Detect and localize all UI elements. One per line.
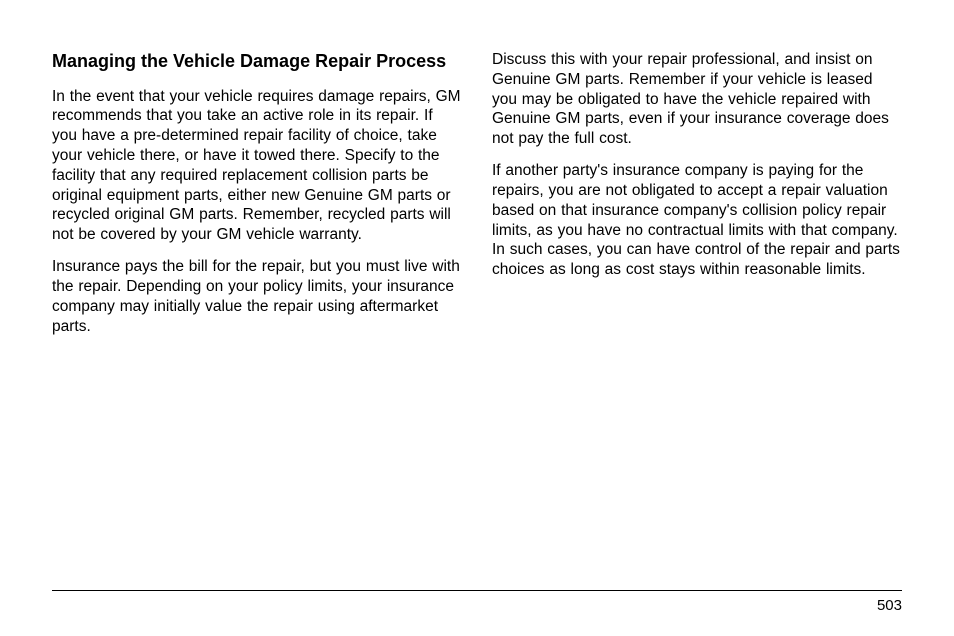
body-paragraph: In the event that your vehicle requires … bbox=[52, 87, 462, 246]
body-paragraph: Insurance pays the bill for the repair, … bbox=[52, 257, 462, 336]
body-paragraph: Discuss this with your repair profession… bbox=[492, 50, 902, 149]
body-paragraph: If another party's insurance company is … bbox=[492, 161, 902, 280]
footer-divider bbox=[52, 590, 902, 591]
page-content: Managing the Vehicle Damage Repair Proce… bbox=[52, 50, 902, 348]
page-number: 503 bbox=[52, 597, 902, 614]
right-column: Discuss this with your repair profession… bbox=[492, 50, 902, 348]
section-heading: Managing the Vehicle Damage Repair Proce… bbox=[52, 50, 462, 73]
left-column: Managing the Vehicle Damage Repair Proce… bbox=[52, 50, 462, 348]
page-footer: 503 bbox=[52, 590, 902, 614]
